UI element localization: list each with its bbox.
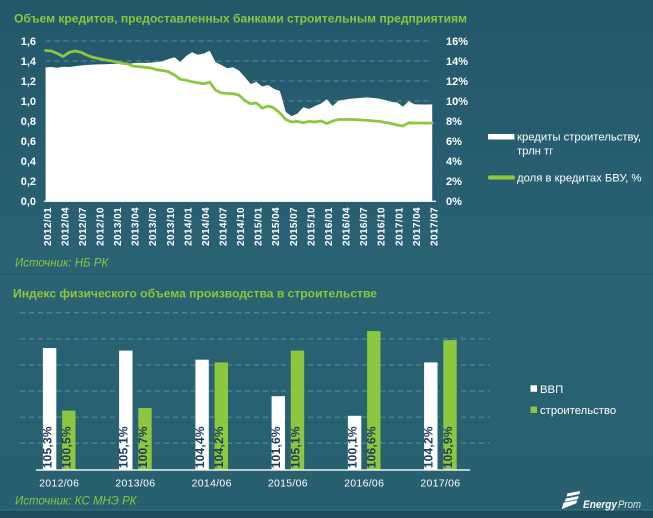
svg-text:Energy: Energy [583,499,618,511]
svg-text:трлн тг: трлн тг [517,146,553,158]
svg-text:Источник: НБ РК: Источник: НБ РК [15,258,109,270]
svg-text:2013/06: 2013/06 [115,478,155,490]
svg-text:0,6: 0,6 [21,136,36,148]
svg-text:10%: 10% [446,96,468,108]
svg-text:2016/10: 2016/10 [377,207,388,246]
svg-text:8%: 8% [446,116,462,128]
svg-text:0,2: 0,2 [21,176,36,188]
svg-text:2014/10: 2014/10 [236,207,247,246]
svg-text:2016/07: 2016/07 [359,207,370,246]
svg-text:100,1%: 100,1% [345,426,359,468]
svg-text:2015/10: 2015/10 [306,207,317,246]
svg-text:Индекс физического объема прои: Индекс физического объема производства в… [13,287,377,301]
svg-text:2014/01: 2014/01 [183,207,194,246]
svg-text:106,6%: 106,6% [365,426,379,468]
svg-text:строительство: строительство [540,405,616,417]
svg-text:2014/07: 2014/07 [219,207,230,246]
svg-text:101,6%: 101,6% [269,426,283,468]
svg-text:16%: 16% [446,36,468,48]
svg-text:0,4: 0,4 [21,156,37,168]
svg-text:2014/04: 2014/04 [201,207,212,246]
svg-text:2014/06: 2014/06 [192,478,232,490]
svg-text:2015/01: 2015/01 [254,207,265,246]
svg-text:2012/10: 2012/10 [96,207,107,246]
svg-text:0%: 0% [446,196,462,208]
svg-text:104,2%: 104,2% [212,426,226,468]
svg-text:1,0: 1,0 [21,96,36,108]
svg-text:2016/04: 2016/04 [342,207,353,246]
svg-text:2013/04: 2013/04 [131,207,142,246]
svg-text:2012/06: 2012/06 [39,478,79,490]
svg-text:105,3%: 105,3% [40,426,54,468]
svg-text:105,9%: 105,9% [441,426,455,468]
svg-text:1,4: 1,4 [21,56,37,68]
svg-text:2012/04: 2012/04 [60,207,71,246]
svg-text:Объем кредитов, предоставленны: Объем кредитов, предоставленных банками … [14,11,467,25]
svg-text:105,1%: 105,1% [117,426,131,468]
svg-text:100,5%: 100,5% [60,426,74,468]
svg-text:доля в кредитах БВУ, %: доля в кредитах БВУ, % [517,173,641,185]
svg-text:2016/01: 2016/01 [324,207,335,246]
svg-text:2013/10: 2013/10 [166,207,177,246]
svg-text:ВВП: ВВП [540,384,563,396]
svg-text:2016/06: 2016/06 [344,478,384,490]
svg-text:Источник: КС МНЭ РК: Источник: КС МНЭ РК [15,496,138,508]
svg-text:2015/06: 2015/06 [268,478,308,490]
svg-text:0,0: 0,0 [21,196,36,208]
svg-text:2017/01: 2017/01 [394,207,405,246]
svg-text:104,4%: 104,4% [193,426,207,468]
svg-text:105,1%: 105,1% [288,426,302,468]
svg-text:4%: 4% [446,156,462,168]
svg-text:2013/01: 2013/01 [113,207,124,246]
svg-text:Prom: Prom [618,499,641,511]
svg-text:2017/06: 2017/06 [420,478,460,490]
svg-text:кредиты строительству,: кредиты строительству, [517,132,641,144]
svg-text:2013/07: 2013/07 [148,207,159,246]
svg-text:2015/07: 2015/07 [289,207,300,246]
svg-text:1,2: 1,2 [21,76,36,88]
svg-text:12%: 12% [446,76,468,88]
svg-text:1,6: 1,6 [21,36,36,48]
svg-text:100,7%: 100,7% [136,426,150,468]
svg-text:2015/04: 2015/04 [271,207,282,246]
svg-text:2012/07: 2012/07 [78,207,89,246]
svg-text:2017/04: 2017/04 [412,207,423,246]
svg-text:14%: 14% [446,56,468,68]
svg-text:6%: 6% [446,136,462,148]
svg-text:2%: 2% [446,176,462,188]
svg-text:0,8: 0,8 [21,116,36,128]
svg-text:2012/01: 2012/01 [43,207,54,246]
svg-text:104,2%: 104,2% [422,426,436,468]
svg-text:2017/07: 2017/07 [429,207,440,246]
